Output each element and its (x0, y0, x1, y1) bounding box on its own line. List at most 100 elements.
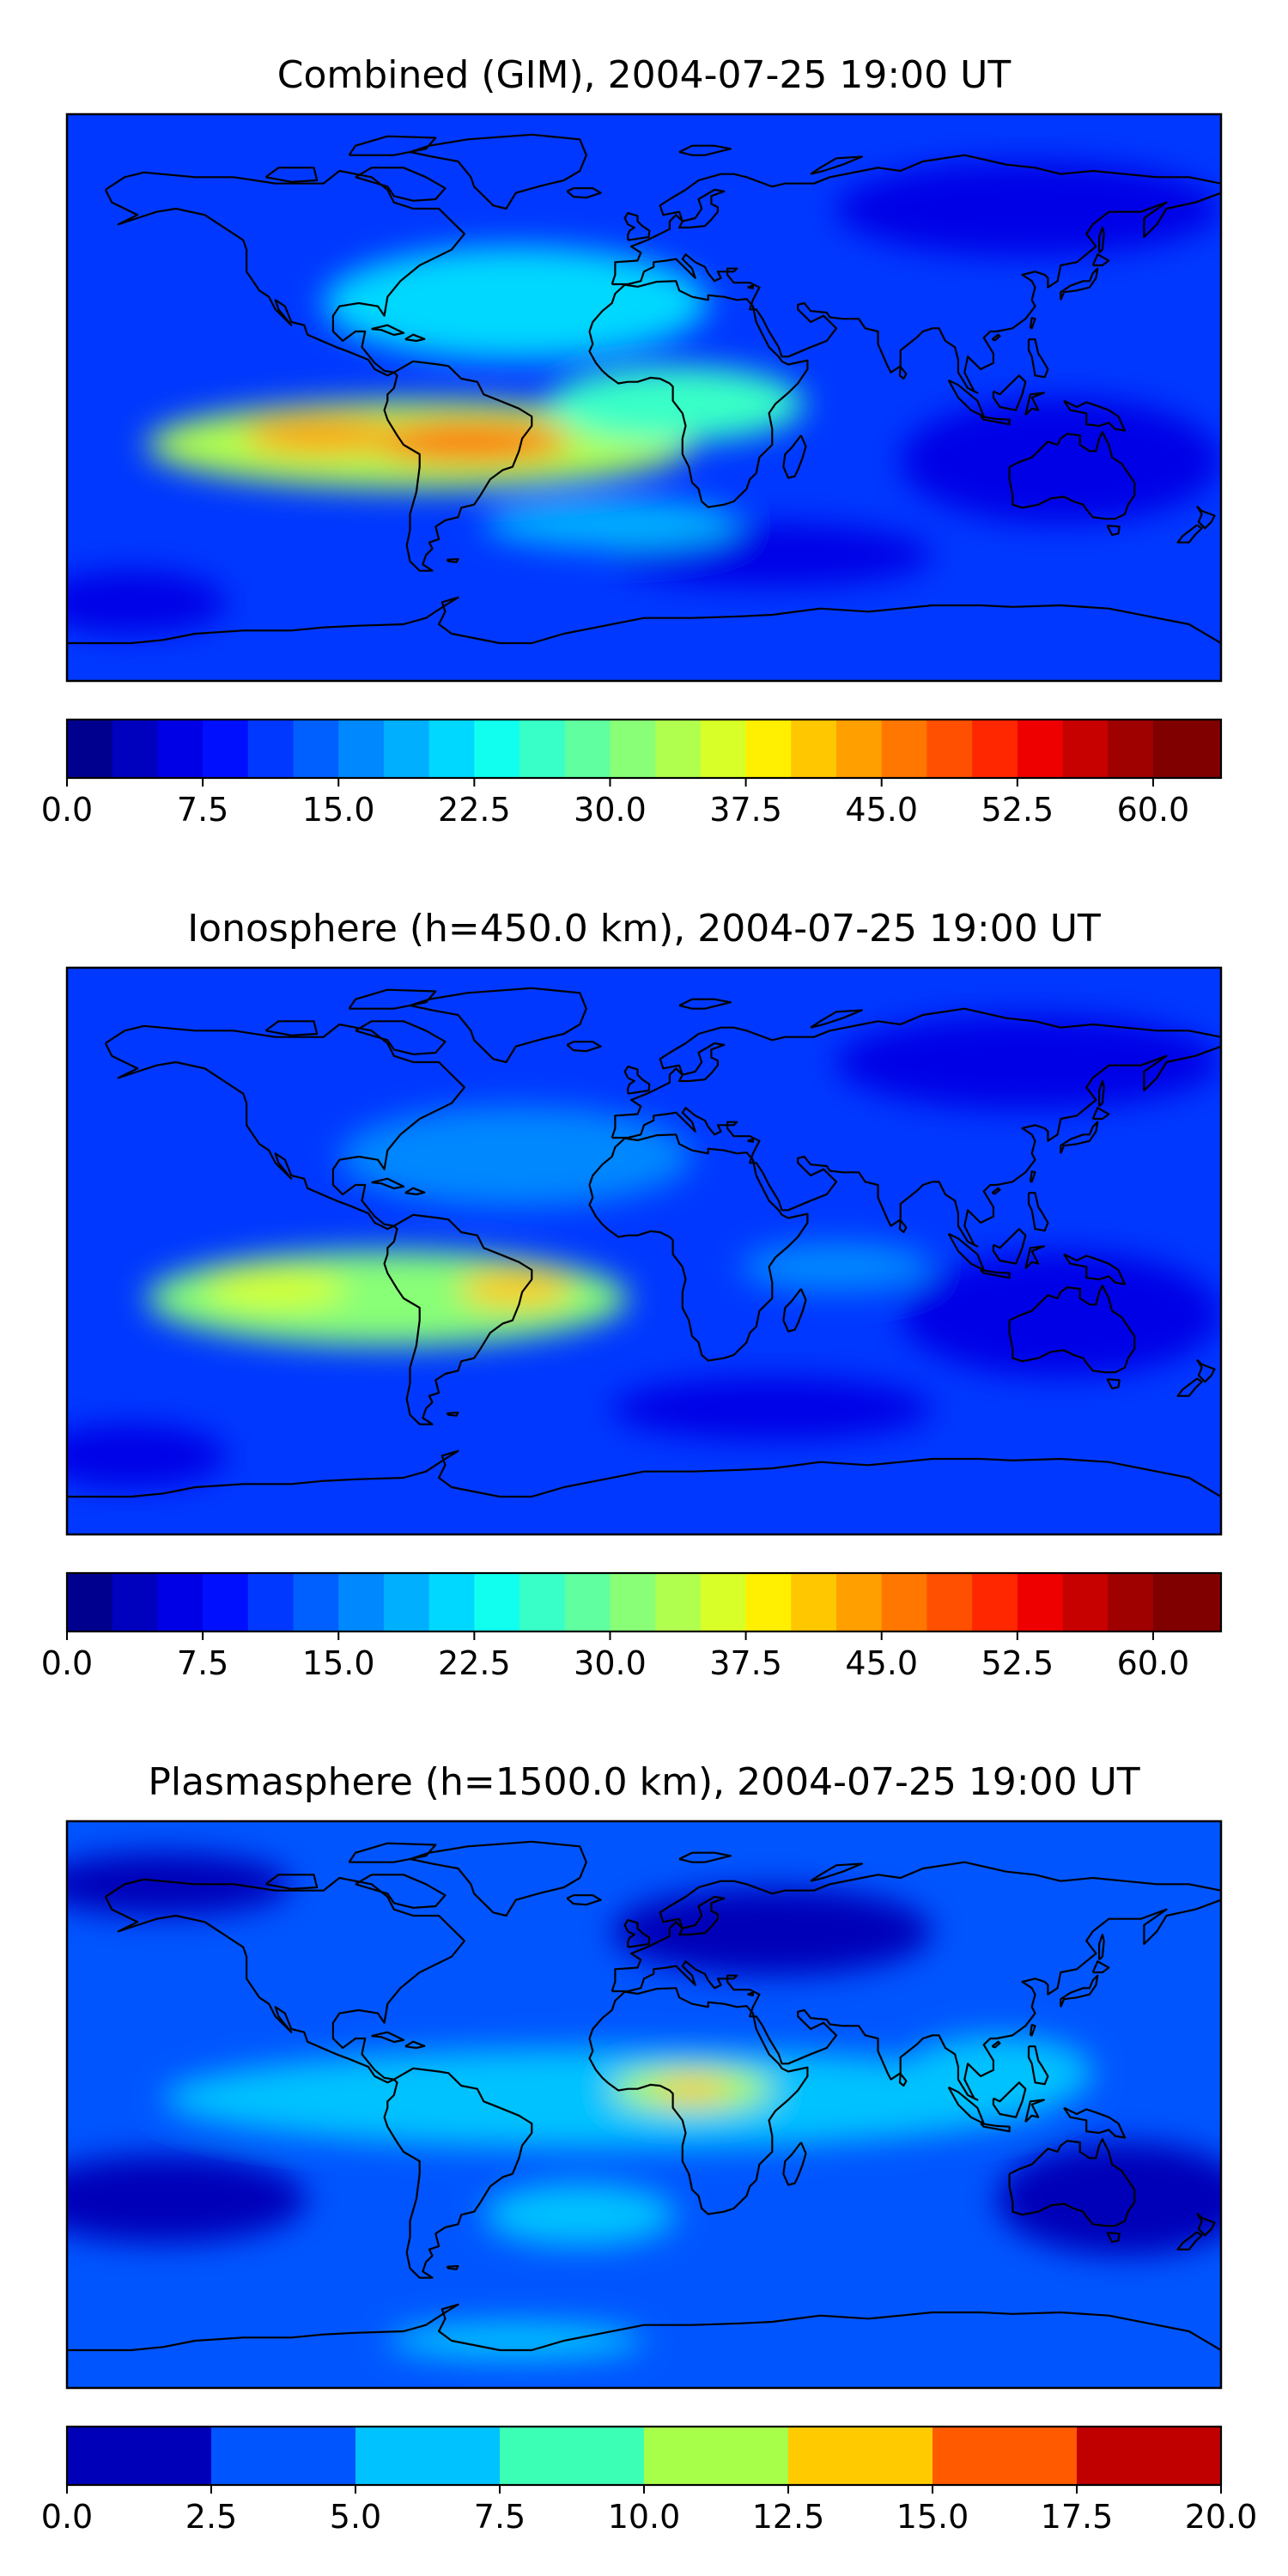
colorbar-segment (500, 2427, 645, 2485)
coastline-newGuinea (1063, 2106, 1127, 2139)
coastline-philippines (1027, 2045, 1049, 2086)
colorbar-segment (203, 1573, 249, 1631)
colorbar-segment (383, 1573, 430, 1631)
heatmap-low-0 (900, 1251, 1221, 1377)
colorbar-tick-label: 2.5 (185, 2498, 237, 2536)
coastline-java (980, 2122, 1011, 2133)
coastline-victoria (264, 1874, 319, 1890)
colorbar-tick-label: 7.5 (177, 1644, 228, 1682)
colorbar-segment (564, 720, 611, 778)
coastline-hainan (991, 2040, 1001, 2049)
coastline-uk (623, 212, 651, 241)
coastline-northAmerica (104, 169, 466, 377)
coastline-cyprus (747, 1138, 755, 1143)
colorbar-frame (65, 718, 1223, 780)
coastline-newZealand (1196, 2212, 1216, 2237)
colorbar-segment (67, 720, 113, 778)
coastline-sakhalin (1097, 1933, 1105, 1961)
colorbar-segment (564, 1573, 611, 1631)
colorbar-segment (211, 2427, 356, 2485)
panel-ionosphere: Ionosphere (h=450.0 km), 2004-07-25 19:0… (41, 907, 1223, 1682)
colorbar-segment (1062, 720, 1109, 778)
coastline-iceland (566, 1041, 602, 1053)
coastline-japan (1060, 267, 1099, 301)
colorbar-segment (428, 1573, 475, 1631)
heatmap-low-2 (996, 2142, 1221, 2256)
colorbar-tick-label: 15.0 (302, 1644, 375, 1682)
coastline-hokkaido (1091, 1107, 1110, 1121)
colorbar-segment (428, 720, 475, 778)
heatmap-antarctic-cell (387, 2322, 644, 2360)
coastline-newZealandS (1176, 1377, 1203, 1397)
colorbar-segment (112, 1573, 158, 1631)
coastline-victoria (264, 1020, 319, 1036)
coastline-borneo (992, 1228, 1027, 1265)
map-frame (65, 1820, 1223, 2390)
heatmap-low-0 (611, 1887, 933, 1976)
colorbar-segment (247, 1573, 295, 1631)
heatmap-low-3 (611, 1376, 933, 1441)
coastline-northAmerica (104, 1876, 466, 2084)
coastline-madagascar (782, 434, 807, 479)
colorbar-segment (700, 1573, 747, 1631)
coastline-tasmania (1106, 1378, 1121, 1390)
colorbar-tick-label: 10.0 (608, 2498, 681, 2536)
coastline-hainan (991, 333, 1001, 342)
colorbar-segment (836, 720, 883, 778)
coastline-tasmania (1106, 525, 1121, 537)
coastline-taiwan (1029, 1170, 1036, 1183)
coastline-victoria (264, 167, 319, 183)
colorbar-segment (1017, 1573, 1064, 1631)
colorbar-tick-label: 15.0 (302, 791, 375, 829)
colorbar-segment (474, 720, 520, 778)
coastline-hainan (991, 1187, 1001, 1195)
heatmap-low-1 (67, 2154, 307, 2244)
coastline-uk (623, 1065, 651, 1095)
heatmap-field (67, 968, 1221, 1534)
colorbar-segment (1152, 720, 1200, 778)
colorbar-tick-label: 12.5 (752, 2498, 825, 2536)
coastline-borneo (992, 374, 1027, 411)
coastline-cuba (371, 324, 405, 337)
coastlines (67, 987, 1221, 1516)
heatmap-low-3 (67, 1852, 292, 1916)
colorbar-segment (927, 1573, 973, 1631)
coastline-newGuinea (1063, 399, 1127, 432)
colorbar-tick-label: 5.0 (330, 2498, 381, 2536)
colorbar-segment (1152, 1573, 1200, 1631)
coastline-antarctica (67, 2303, 1221, 2369)
coastline-australia (1008, 431, 1136, 520)
panel-plasmasphere: Plasmasphere (h=1500.0 km), 2004-07-25 1… (41, 1760, 1258, 2536)
colorbar-segment (972, 1573, 1018, 1631)
coastline-hispaniola (404, 1187, 426, 1196)
coastline-philippines (1027, 1192, 1049, 1232)
colorbar-segment (1198, 1573, 1222, 1631)
panel-title: Combined (GIM), 2004-07-25 19:00 UT (277, 53, 1012, 97)
panel-combined: Combined (GIM), 2004-07-25 19:00 UT 0.0 7… (41, 53, 1223, 829)
colorbar-segment (745, 1573, 792, 1631)
coastline-baffin (355, 1020, 447, 1055)
heatmap-asia-lobe (900, 2035, 1093, 2111)
coastlines (67, 1840, 1221, 2369)
map-frame (65, 112, 1223, 683)
coastline-madagascar (782, 1288, 807, 1333)
coastline-sulawesi (1024, 392, 1046, 416)
colorbar-tick-label: 20.0 (1185, 2498, 1258, 2536)
coastline-ellesmere (348, 988, 437, 1010)
coastline-newZealand (1196, 505, 1216, 530)
coastline-hokkaido (1091, 253, 1110, 267)
colorbar-segment (67, 1573, 113, 1631)
panel-title: Plasmasphere (h=1500.0 km), 2004-07-25 1… (148, 1760, 1139, 1804)
colorbar-segment (933, 2427, 1078, 2485)
coastline-svalbard (678, 144, 732, 156)
coastline-svalbard (678, 1851, 732, 1863)
colorbar: 0.0 2.5 5.0 7.5 10.0 12.5 15.0 17.5 20.0 (41, 2425, 1258, 2536)
colorbar-tick-label: 0.0 (41, 1644, 93, 1682)
coastline-baffin (355, 167, 447, 202)
heatmap-low-2 (67, 570, 228, 634)
coastline-southAmerica (383, 360, 533, 572)
colorbar-tick-label: 15.0 (896, 2498, 969, 2536)
colorbar-segment (1108, 1573, 1154, 1631)
colorbar-segment (610, 720, 656, 778)
coastline-hispaniola (404, 2040, 426, 2050)
